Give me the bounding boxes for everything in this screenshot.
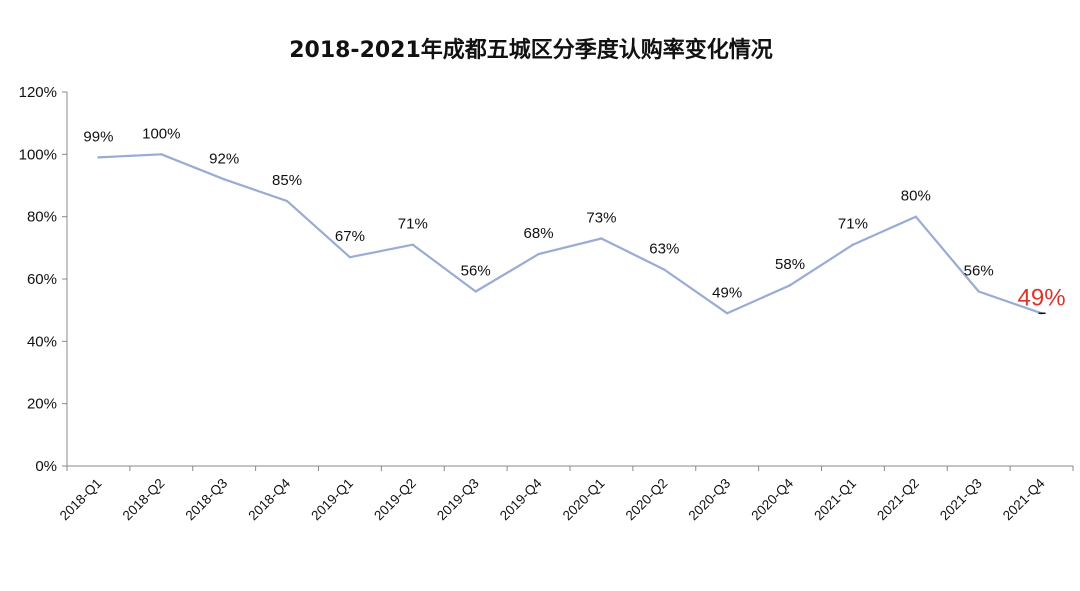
axes (66, 92, 1073, 467)
x-tick-label: 2019-Q4 (497, 475, 545, 523)
data-label: 99% (83, 128, 113, 145)
data-label: 73% (586, 209, 616, 226)
x-tick-label: 2021-Q2 (874, 476, 922, 524)
series-line (98, 153, 1042, 315)
x-tick-label: 2018-Q4 (245, 475, 293, 523)
y-tick-label: 40% (27, 333, 57, 350)
x-axis-ticks: 2018-Q1 2018-Q2 2018-Q3 2018-Q4 2019-Q1 2019-… (57, 466, 1074, 524)
x-tick-label: 2018-Q2 (120, 476, 168, 524)
data-point (725, 312, 729, 315)
data-point (663, 268, 666, 271)
data-label: 92% (209, 150, 239, 167)
data-point (411, 243, 415, 246)
data-label: 58% (775, 256, 805, 273)
data-label: 67% (335, 228, 365, 245)
data-label: 71% (838, 216, 868, 233)
data-point (851, 243, 855, 246)
data-label: 49% (712, 284, 742, 301)
x-tick-label: 2019-Q2 (371, 476, 419, 524)
y-axis-ticks: 0% 20% 40% 60% 80% 100% 120% (19, 84, 67, 475)
data-label: 85% (272, 172, 302, 189)
x-tick-label: 2021-Q1 (811, 476, 859, 524)
data-label: 71% (398, 216, 428, 233)
x-tick-label: 2021-Q4 (1000, 475, 1048, 523)
y-tick-label: 100% (19, 146, 57, 163)
y-tick-label: 120% (19, 84, 57, 101)
data-point (160, 153, 163, 156)
data-label: 68% (524, 225, 554, 242)
data-point (788, 284, 792, 287)
x-tick-label: 2018-Q1 (57, 476, 105, 524)
data-point (914, 215, 918, 218)
x-tick-label: 2019-Q3 (434, 476, 482, 524)
x-tick-label: 2020-Q2 (623, 476, 671, 524)
data-point (285, 199, 289, 203)
data-point (977, 290, 980, 293)
y-tick-label: 80% (27, 209, 57, 226)
data-point (537, 252, 540, 256)
x-tick-label: 2020-Q4 (748, 475, 796, 523)
data-label: 80% (901, 188, 931, 205)
y-tick-label: 60% (27, 271, 57, 288)
x-tick-label: 2019-Q1 (308, 476, 356, 524)
data-label: 56% (964, 262, 994, 279)
data-label: 63% (649, 241, 679, 258)
x-tick-label: 2018-Q3 (183, 476, 231, 524)
data-point (348, 255, 352, 259)
data-label: 56% (461, 262, 491, 279)
y-tick-label: 20% (27, 396, 57, 413)
data-point (600, 237, 603, 240)
data-labels: 99% 100% 92% 85% 67% 71% 56% 68% 73% 63% 49% 58% 71%… (83, 125, 1065, 311)
data-label-highlight: 49% (1018, 284, 1066, 311)
data-point (474, 290, 477, 293)
chart-title: 2018-2021年成都五城区分季度认购率变化情况 (289, 37, 773, 63)
series (97, 153, 1046, 315)
data-label: 100% (142, 125, 180, 142)
x-tick-label: 2020-Q3 (686, 476, 734, 524)
x-tick-label: 2020-Q1 (560, 476, 608, 524)
y-tick-label: 0% (35, 458, 57, 475)
x-tick-label: 2021-Q3 (937, 476, 985, 524)
data-point (222, 178, 226, 181)
data-point (97, 156, 100, 159)
